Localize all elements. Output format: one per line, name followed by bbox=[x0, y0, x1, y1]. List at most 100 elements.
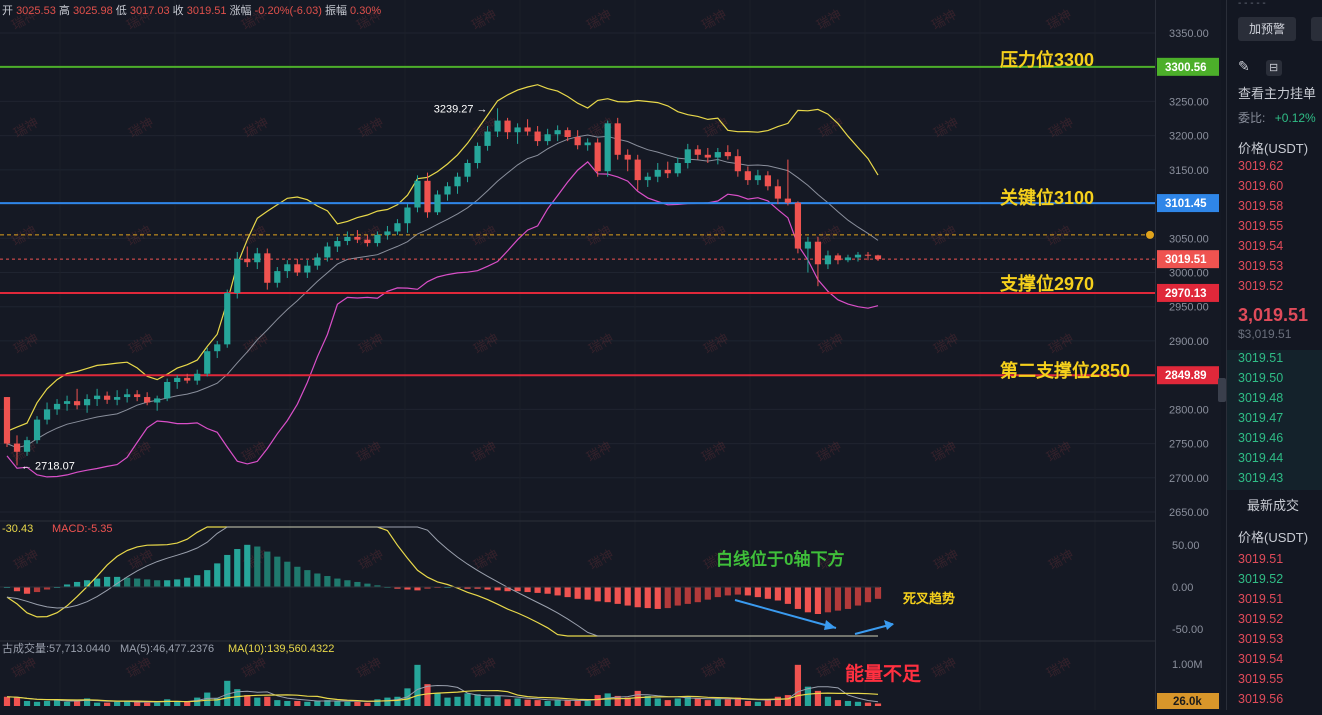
macd-bar bbox=[824, 587, 832, 613]
close-label: 收 bbox=[172, 5, 184, 17]
candle-body bbox=[394, 223, 401, 232]
macd-bar bbox=[33, 587, 41, 593]
macd-bar bbox=[804, 587, 812, 613]
volume-bar bbox=[594, 695, 601, 706]
candle-body bbox=[33, 419, 41, 441]
macd-bar bbox=[834, 587, 842, 611]
macd-bar bbox=[284, 561, 291, 587]
price-axis[interactable]: 3350.003300.003250.003200.003150.003100.… bbox=[1155, 0, 1221, 710]
macd-bar bbox=[194, 575, 201, 587]
macd-bar bbox=[134, 578, 141, 587]
volume-bar bbox=[33, 701, 41, 706]
watermark: 瑞神 bbox=[12, 115, 42, 141]
candle-body bbox=[334, 241, 341, 247]
macd-bar bbox=[714, 587, 721, 598]
candle-body bbox=[444, 186, 451, 195]
candle-body bbox=[734, 156, 741, 172]
volume-bar bbox=[344, 701, 351, 706]
bid-price[interactable]: 3019.47 bbox=[1238, 411, 1284, 425]
candle-body bbox=[294, 264, 301, 273]
candle-body bbox=[684, 149, 691, 164]
ask-price[interactable]: 3019.58 bbox=[1238, 199, 1284, 213]
level-tag-bg-1 bbox=[1157, 194, 1219, 213]
bell-icon[interactable]: ✎ bbox=[1238, 58, 1250, 74]
candle-body bbox=[73, 401, 81, 406]
volume-bar bbox=[854, 701, 862, 706]
volume-bar bbox=[73, 700, 81, 706]
volume-bar bbox=[844, 700, 852, 706]
ask-price[interactable]: 3019.53 bbox=[1238, 259, 1284, 273]
volume-bar bbox=[464, 693, 471, 706]
amplitude-value: 0.30% bbox=[350, 5, 382, 17]
macd-bar bbox=[424, 587, 431, 589]
macd-bar bbox=[514, 587, 521, 592]
bid-depth-bar bbox=[1227, 370, 1322, 390]
bid-price[interactable]: 3019.46 bbox=[1238, 431, 1284, 445]
watermark: 瑞神 bbox=[585, 655, 615, 681]
panel-more-button[interactable] bbox=[1311, 17, 1322, 41]
candle-body bbox=[344, 236, 351, 242]
volume-bar bbox=[13, 697, 21, 706]
watermark: 瑞神 bbox=[932, 115, 962, 141]
ask-price[interactable]: 3019.60 bbox=[1238, 179, 1284, 193]
bid-price[interactable]: 3019.44 bbox=[1238, 451, 1284, 465]
candle-body bbox=[314, 257, 321, 266]
add-alert-button[interactable]: 加预警 bbox=[1238, 17, 1296, 41]
candle-body bbox=[284, 264, 291, 272]
panel-resize-handle[interactable] bbox=[1218, 378, 1226, 402]
panel-top-tab[interactable]: - - - - - bbox=[1238, 0, 1266, 9]
candle-body bbox=[53, 403, 61, 410]
volume-value: 古成交量:57,713.0440 bbox=[2, 641, 110, 655]
volume-bar bbox=[494, 695, 501, 706]
bollinger-lower-band bbox=[6, 161, 879, 478]
price-low-label: ← 2718.07 bbox=[21, 460, 75, 472]
watermark: 瑞神 bbox=[472, 331, 502, 357]
macd-bar bbox=[274, 556, 281, 587]
bid-price[interactable]: 3019.43 bbox=[1238, 471, 1284, 485]
macd-bar bbox=[104, 576, 111, 587]
macd-bar bbox=[544, 587, 551, 594]
macd-dif-value: -30.43 bbox=[2, 523, 33, 535]
last-price-usd: $3,019.51 bbox=[1238, 327, 1292, 341]
volume-bar bbox=[794, 664, 802, 706]
ask-price[interactable]: 3019.54 bbox=[1238, 239, 1284, 253]
bid-price[interactable]: 3019.51 bbox=[1238, 351, 1284, 365]
volume-bar bbox=[164, 699, 171, 706]
chart-area[interactable]: 瑞神 瑞神 瑞神 瑞神 瑞神 瑞神 瑞神 瑞神 瑞神 瑞神 瑞神 瑞神 瑞神 瑞神 瑞神 瑞神 瑞神 瑞神 瑞神 瑞神… bbox=[0, 0, 1155, 710]
candle-body bbox=[594, 142, 601, 172]
ask-price[interactable]: 3019.55 bbox=[1238, 219, 1284, 233]
macd-bar bbox=[254, 546, 261, 587]
level-tag-bg-2 bbox=[1157, 283, 1219, 302]
bid-depth-bar bbox=[1227, 350, 1322, 370]
candle-body bbox=[43, 409, 51, 420]
watermark: 瑞神 bbox=[357, 547, 387, 573]
candle-body bbox=[834, 255, 842, 261]
bollinger-upper-band bbox=[6, 84, 879, 432]
macd-bar bbox=[124, 577, 131, 587]
volume-bar bbox=[144, 702, 151, 706]
watermark: 瑞神 bbox=[1047, 331, 1077, 357]
bid-price[interactable]: 3019.48 bbox=[1238, 391, 1284, 405]
price-high-label: 3239.27 → bbox=[434, 103, 488, 115]
watermark: 瑞神 bbox=[930, 655, 960, 681]
price-tick-label: 3200.00 bbox=[1169, 131, 1209, 143]
watermark: 瑞神 bbox=[815, 7, 845, 33]
bid-price[interactable]: 3019.50 bbox=[1238, 371, 1284, 385]
price-tick-label: 2650.00 bbox=[1169, 507, 1209, 519]
depth-icon[interactable]: ⊟ bbox=[1265, 60, 1282, 76]
candle-body bbox=[574, 137, 581, 146]
main-orders-link[interactable]: 查看主力挂单 bbox=[1238, 86, 1317, 101]
volume-bar bbox=[474, 694, 481, 706]
price-tick-label: 3250.00 bbox=[1169, 96, 1209, 108]
macd-bar bbox=[93, 578, 101, 587]
change-label: 涨幅 bbox=[229, 5, 252, 17]
trade-price: 3019.53 bbox=[1238, 632, 1284, 646]
watermark: 瑞神 bbox=[12, 547, 42, 573]
volume-bar bbox=[634, 690, 641, 706]
volume-bar bbox=[63, 701, 71, 706]
ask-price[interactable]: 3019.62 bbox=[1238, 159, 1284, 173]
ask-price[interactable]: 3019.52 bbox=[1238, 279, 1284, 293]
volume-bar bbox=[784, 695, 792, 706]
macd-bar bbox=[214, 563, 221, 587]
